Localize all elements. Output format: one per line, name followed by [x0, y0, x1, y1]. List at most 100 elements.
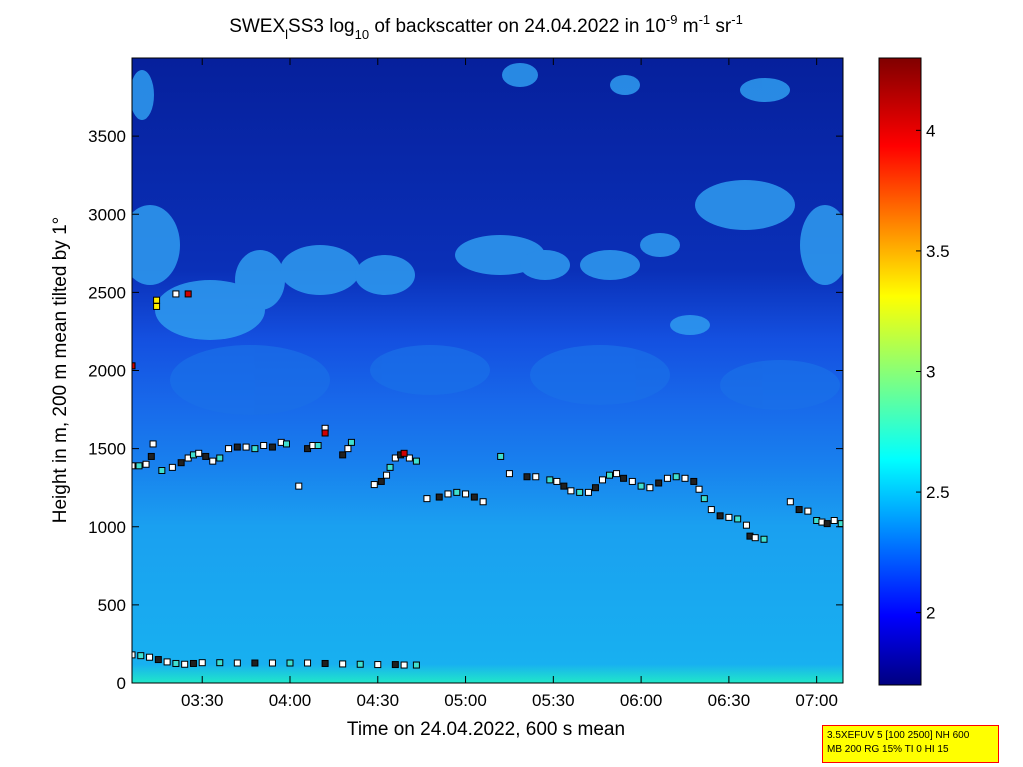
- cloud-base-point: [591, 484, 599, 492]
- cloud-base-point: [700, 495, 708, 503]
- cloud-base-point: [646, 484, 654, 492]
- cloud-base-point: [216, 454, 224, 462]
- cloud-base-point: [321, 659, 329, 667]
- cloud-base-point: [268, 659, 276, 667]
- cloud-base-point: [786, 498, 794, 506]
- cloud-base-point: [132, 651, 136, 659]
- info-line-2: MB 200 RG 15% TI 0 HI 15: [827, 744, 949, 755]
- cloud-base-point: [295, 482, 303, 490]
- strong-backscatter-point: [172, 290, 180, 298]
- colorbar-tick-label: 3.5: [926, 242, 950, 261]
- cloud-base-point: [681, 474, 689, 482]
- cloud-base-point: [830, 517, 838, 524]
- cloud-base-point: [135, 462, 143, 470]
- cloud-base-point: [584, 488, 592, 496]
- x-tick-label: 06:30: [708, 691, 751, 710]
- cloud-base-point: [444, 490, 452, 498]
- x-tick-label: 06:00: [620, 691, 663, 710]
- y-tick-label: 500: [98, 596, 126, 615]
- cloud-base-point: [216, 659, 224, 667]
- cloud-base-point: [532, 473, 540, 481]
- y-tick-label: 1500: [88, 440, 126, 459]
- cloud-base-point: [154, 656, 162, 664]
- y-tick-label: 2500: [88, 283, 126, 302]
- cloud-base-point: [181, 660, 189, 668]
- cloud-base-point: [198, 659, 206, 667]
- cloud-base-point: [304, 659, 312, 667]
- cloud-base-point: [383, 471, 391, 479]
- cloud-base-point: [209, 457, 217, 465]
- cloud-base-point: [453, 488, 461, 496]
- cloud-base-point: [347, 438, 355, 446]
- cloud-base-point: [225, 445, 233, 453]
- x-axis-label: Time on 24.04.2022, 600 s mean: [347, 719, 625, 740]
- cloud-base-point: [823, 520, 831, 528]
- cloud-base-point: [742, 521, 750, 529]
- cloud-base-point: [405, 454, 413, 462]
- strong-backscatter-point: [132, 362, 136, 370]
- colorbar: [878, 57, 922, 686]
- x-tick-label: 05:30: [532, 691, 575, 710]
- cloud-base-point: [523, 473, 531, 481]
- cloud-base-point: [146, 653, 154, 661]
- cloud-base-point: [242, 443, 250, 451]
- cloud-base-point: [663, 474, 671, 482]
- x-tick-label: 03:30: [181, 691, 224, 710]
- y-tick-label: 0: [117, 674, 126, 693]
- x-tick-label: 05:00: [444, 691, 487, 710]
- heatmap-cloud-layer: [132, 63, 843, 340]
- x-tick-label: 07:00: [795, 691, 838, 710]
- cloud-base-point: [177, 459, 185, 467]
- colorbar-tick-label: 2: [926, 604, 935, 623]
- cloud-base-point: [690, 477, 698, 485]
- y-axis: 0 500 1000 1500 2000 2500 3000 3500: [88, 127, 843, 693]
- cloud-base-point: [412, 661, 420, 669]
- cloud-base-point: [734, 515, 742, 523]
- cloud-base-point: [576, 488, 584, 496]
- cloud-base-point: [149, 440, 157, 448]
- cloud-base-point: [344, 445, 352, 453]
- cloud-base-markers: [132, 290, 843, 669]
- cloud-base-point: [553, 477, 561, 485]
- strong-backscatter-point: [153, 302, 161, 310]
- cloud-base-point: [628, 477, 636, 485]
- cloud-base-point: [286, 659, 294, 667]
- cloud-base-point: [377, 477, 385, 485]
- x-tick-label: 04:00: [269, 691, 312, 710]
- cloud-base-point: [716, 512, 724, 520]
- cloud-base-point: [370, 481, 378, 489]
- colorbar-tick-label: 3: [926, 363, 935, 382]
- cloud-base-point: [268, 443, 276, 451]
- cloud-base-point: [391, 661, 399, 669]
- cloud-base-point: [260, 442, 268, 449]
- cloud-base-point: [132, 462, 136, 470]
- strong-backscatter-point: [321, 429, 329, 437]
- cloud-base-point: [386, 463, 394, 471]
- colorbar-ticks: 2 2.5 3 3.5 4: [916, 121, 950, 623]
- chart-title: SWEXlSS3 log10 of backscatter on 24.04.2…: [229, 12, 743, 42]
- cloud-base-point: [804, 507, 812, 515]
- colorbar-tick-label: 2.5: [926, 483, 950, 502]
- y-tick-label: 2000: [88, 362, 126, 381]
- cloud-base-point: [400, 661, 408, 669]
- cloud-base-point: [760, 535, 768, 543]
- cloud-base-point: [620, 474, 628, 482]
- cloud-base-point: [339, 660, 347, 668]
- x-axis: 03:30 04:00 04:30 05:00 05:30 06:00 06:30 07:00: [181, 58, 838, 710]
- cloud-base-point: [251, 445, 259, 453]
- cloud-base-point: [158, 467, 166, 474]
- cloud-base-point: [435, 493, 443, 501]
- cloud-base-point: [314, 442, 322, 449]
- cloud-base-point: [598, 476, 606, 484]
- cloud-base-point: [339, 451, 347, 459]
- processing-info-box: 3.5XEFUV 5 [100 2500] NH 600 MB 200 RG 1…: [822, 725, 999, 763]
- info-line-1: 3.5XEFUV 5 [100 2500] NH 600: [827, 730, 970, 741]
- cloud-base-point: [567, 487, 575, 495]
- heatmap-mid-layer: [170, 345, 840, 415]
- cloud-base-point: [282, 440, 290, 448]
- cloud-base-point: [195, 449, 203, 457]
- colorbar-tick-label: 4: [926, 121, 935, 140]
- cloud-base-point: [374, 661, 382, 669]
- cloud-base-point: [546, 476, 554, 484]
